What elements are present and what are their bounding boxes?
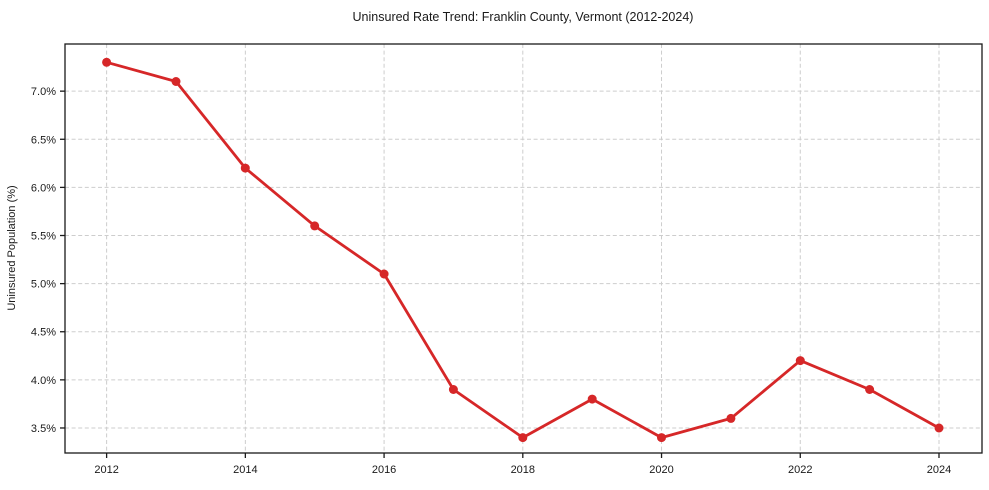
chart-title: Uninsured Rate Trend: Franklin County, V… bbox=[353, 10, 694, 24]
plot-border bbox=[64, 43, 983, 454]
y-axis-label: Uninsured Population (%) bbox=[6, 185, 18, 310]
data-point-marker bbox=[587, 394, 597, 404]
x-tick-label: 2018 bbox=[511, 464, 535, 476]
x-tick-label: 2022 bbox=[788, 464, 812, 476]
y-tick-label: 6.0% bbox=[31, 182, 56, 194]
series-layer bbox=[102, 57, 944, 443]
data-point-marker bbox=[865, 385, 875, 394]
data-point-marker bbox=[310, 221, 320, 231]
data-point-marker bbox=[726, 413, 736, 423]
y-tick-label: 4.0% bbox=[31, 375, 56, 387]
x-tick-label: 2024 bbox=[927, 464, 951, 476]
data-point-marker bbox=[518, 433, 528, 443]
data-point-marker bbox=[448, 385, 458, 394]
x-tick-label: 2016 bbox=[372, 464, 396, 476]
data-point-marker bbox=[379, 269, 389, 279]
y-tick-label: 4.5% bbox=[31, 327, 56, 339]
x-tick-label: 2020 bbox=[649, 464, 673, 476]
y-tick-label: 7.0% bbox=[31, 86, 56, 98]
data-point-marker bbox=[795, 356, 805, 366]
y-tick-label: 5.0% bbox=[31, 279, 56, 291]
data-point-marker bbox=[934, 423, 944, 433]
grid-layer bbox=[65, 44, 982, 453]
data-point-marker bbox=[171, 77, 181, 86]
x-tick-label: 2014 bbox=[233, 464, 257, 476]
y-tick-label: 3.5% bbox=[31, 423, 56, 435]
data-point-marker bbox=[657, 433, 666, 443]
axes-layer: 2012 2014 2016 2018 2020 2022 2024 3.5% 4.0% 4.5%… bbox=[31, 43, 983, 476]
x-tick-label: 2012 bbox=[94, 464, 118, 476]
data-point-marker bbox=[240, 163, 250, 173]
y-tick-label: 5.5% bbox=[31, 231, 56, 243]
y-tick-label: 6.5% bbox=[31, 134, 56, 146]
data-point-marker bbox=[102, 57, 112, 67]
